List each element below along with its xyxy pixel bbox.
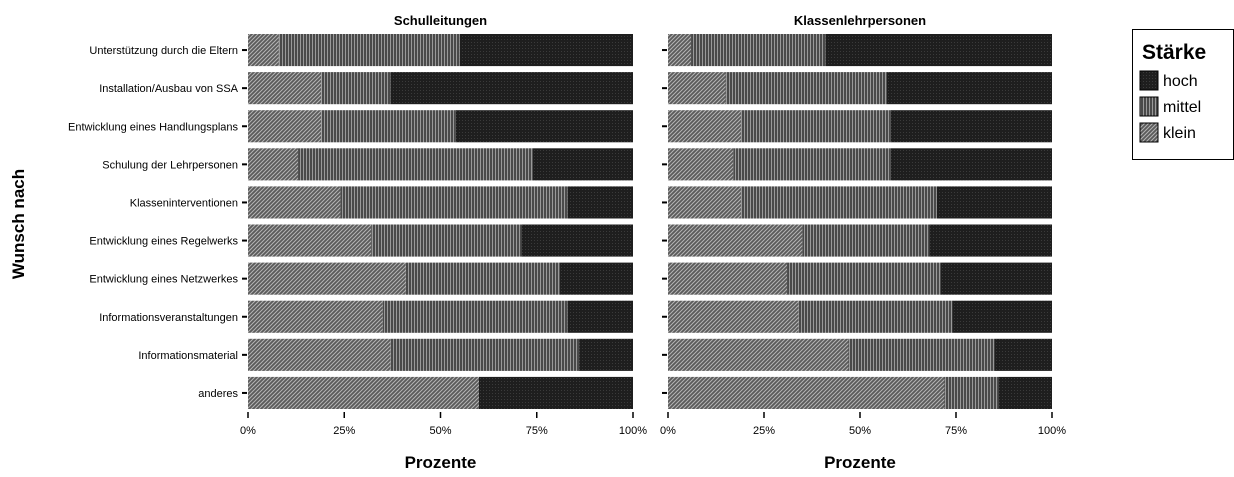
bar-segment-klein	[668, 110, 741, 143]
bar-segment-hoch	[567, 300, 633, 333]
bar-segment-hoch	[890, 148, 1052, 181]
bar-segment-klein	[668, 376, 945, 409]
bar-segment-hoch	[940, 262, 1052, 295]
bar-segment-mittel	[340, 186, 568, 219]
legend-swatch-mittel	[1139, 96, 1159, 117]
bar-segment-klein	[248, 186, 341, 219]
bar-segment-hoch	[994, 338, 1052, 371]
bar-segment-mittel	[798, 300, 953, 333]
x-tick-label: 25%	[753, 425, 775, 437]
bar-segment-klein	[668, 186, 741, 219]
bar-segment-mittel	[390, 338, 580, 371]
bar-segment-klein	[248, 300, 383, 333]
bar-segment-klein	[248, 34, 279, 67]
x-tick-label: 50%	[429, 425, 451, 437]
bar-segment-klein	[248, 262, 406, 295]
bar-segment-klein	[668, 338, 849, 371]
x-axis-title: Prozente	[405, 453, 477, 472]
y-tick-label: Installation/Ausbau von SSA	[99, 83, 238, 95]
bar-segment-hoch	[886, 72, 1052, 105]
bar-segment-mittel	[278, 34, 460, 67]
bar-segment-mittel	[733, 148, 891, 181]
legend-title: Stärke	[1142, 41, 1206, 64]
bar-segment-mittel	[691, 34, 826, 67]
bar-segment-mittel	[382, 300, 568, 333]
bar-segment-mittel	[848, 338, 995, 371]
y-tick-label: Entwicklung eines Handlungsplans	[68, 121, 238, 133]
y-tick-label: Entwicklung eines Regelwerks	[89, 236, 238, 248]
bar-segment-hoch	[929, 224, 1052, 257]
x-tick-label: 25%	[333, 425, 355, 437]
bar-segment-klein	[248, 72, 322, 105]
y-tick-label: Entwicklung eines Netzwerkes	[89, 274, 238, 286]
bar-segment-klein	[668, 224, 803, 257]
bar-segment-hoch	[559, 262, 633, 295]
bar-segment-mittel	[740, 110, 891, 143]
y-tick-label: Schulung der Lehrpersonen	[102, 159, 238, 171]
x-tick-label: 75%	[526, 425, 548, 437]
bar-segment-hoch	[479, 376, 633, 409]
bar-segment-mittel	[405, 262, 560, 295]
y-tick-label: anderes	[198, 388, 238, 400]
panel-title: Klassenlehrpersonen	[794, 13, 926, 28]
y-tick-label: Klasseninterventionen	[130, 197, 238, 209]
bar-segment-mittel	[787, 262, 941, 295]
x-tick-label: 75%	[945, 425, 967, 437]
bar-segment-mittel	[321, 110, 456, 143]
x-axis-title: Prozente	[824, 453, 896, 472]
x-tick-label: 0%	[240, 425, 256, 437]
panel-2: Klassenlehrpersonen 0% 25% 50% 75% 100% Prozen…	[660, 13, 1066, 472]
panel-1: Schulleitungen Unterstützung durch die El…	[68, 13, 647, 472]
bar-segment-mittel	[802, 224, 930, 257]
bar-segment-klein	[248, 338, 391, 371]
bar-segment-klein	[668, 262, 788, 295]
y-tick-label: Unterstützung durch die Eltern	[89, 45, 238, 57]
legend-swatch-hoch	[1139, 70, 1159, 91]
bar-segment-hoch	[825, 34, 1052, 67]
bar-segment-hoch	[459, 34, 633, 67]
bar-segment-hoch	[521, 224, 633, 257]
y-tick-label: Informationsmaterial	[138, 350, 238, 362]
bar-segment-hoch	[998, 376, 1052, 409]
legend-swatch-klein	[1139, 122, 1159, 143]
legend: Stärke hoch mittel klein	[1132, 29, 1234, 160]
bar-segment-mittel	[371, 224, 522, 257]
bar-segment-klein	[248, 148, 299, 181]
bar-segment-mittel	[725, 72, 887, 105]
y-axis-title: Wunsch nach	[9, 169, 28, 279]
bar-segment-hoch	[952, 300, 1052, 333]
bar-segment-mittel	[944, 376, 999, 409]
x-tick-label: 50%	[849, 425, 871, 437]
bar-segment-mittel	[321, 72, 391, 105]
bar-segment-klein	[248, 110, 322, 143]
bar-segment-hoch	[455, 110, 633, 143]
bar-segment-klein	[248, 224, 372, 257]
legend-label: hoch	[1163, 73, 1198, 90]
bar-segment-klein	[668, 300, 799, 333]
bar-segment-klein	[668, 72, 726, 105]
bar-segment-hoch	[936, 186, 1052, 219]
panel-title: Schulleitungen	[394, 13, 487, 28]
bar-segment-klein	[668, 148, 734, 181]
x-tick-label: 100%	[619, 425, 647, 437]
x-tick-label: 0%	[660, 425, 676, 437]
y-tick-label: Informationsveranstaltungen	[99, 312, 238, 324]
bar-segment-hoch	[390, 72, 633, 105]
bar-segment-mittel	[298, 148, 533, 181]
legend-label: mittel	[1163, 99, 1201, 116]
bar-segment-klein	[668, 34, 692, 67]
bar-segment-hoch	[890, 110, 1052, 143]
bar-segment-hoch	[532, 148, 633, 181]
bar-segment-hoch	[579, 338, 633, 371]
bar-segment-hoch	[567, 186, 633, 219]
bar-segment-klein	[248, 376, 479, 409]
legend-label: klein	[1163, 125, 1196, 142]
x-tick-label: 100%	[1038, 425, 1066, 437]
bar-segment-mittel	[740, 186, 937, 219]
